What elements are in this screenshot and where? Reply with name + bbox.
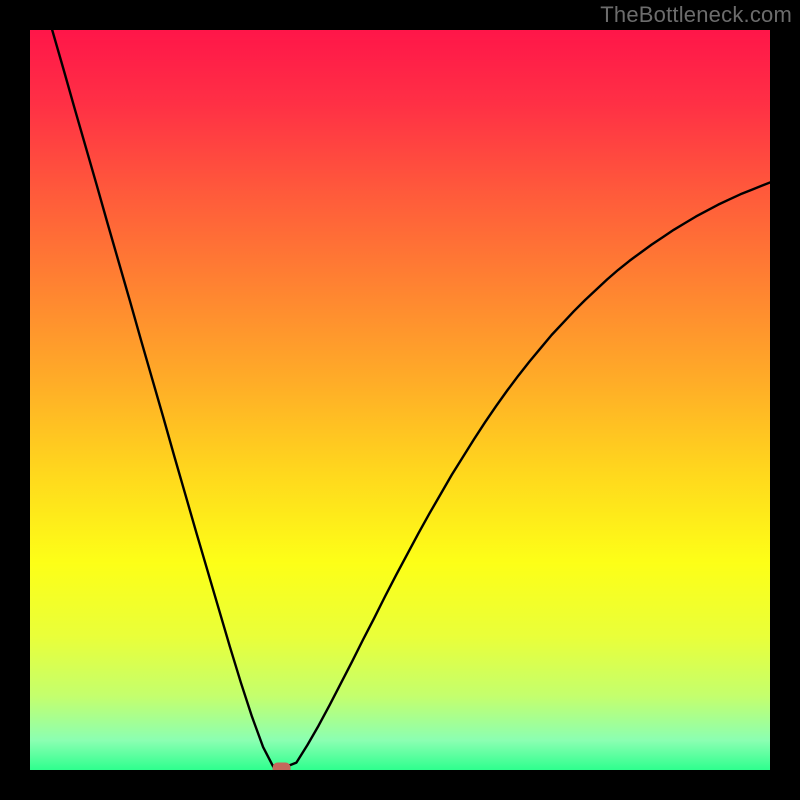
watermark-text: TheBottleneck.com	[600, 2, 792, 28]
bottleneck-chart	[0, 0, 800, 800]
plot-background	[30, 30, 770, 770]
chart-stage: TheBottleneck.com	[0, 0, 800, 800]
